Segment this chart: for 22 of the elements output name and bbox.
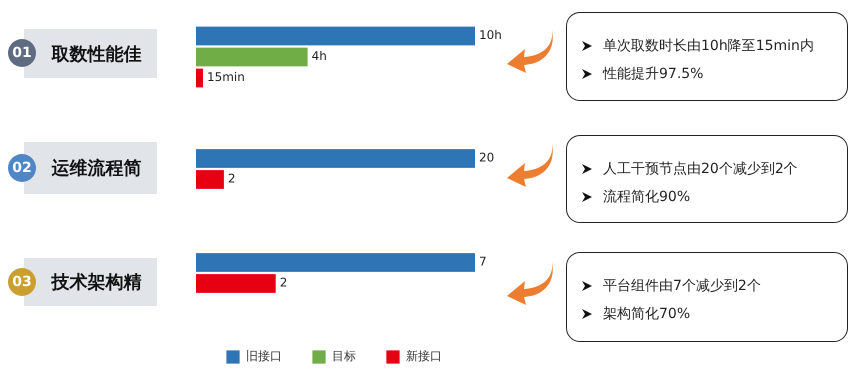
text: 架构简化70% [603,305,690,323]
text: 取数性能佳 [52,44,142,64]
text: 性能提升97.5% [603,65,704,83]
text: 平台组件由7个减少到2个 [603,277,761,295]
text: 01 [8,39,36,67]
data-label: 20 [479,150,494,165]
text: 人工干预节点由20个减少到2个 [603,160,798,178]
annotation: 15min [206,70,245,84]
text: 流程简化90% [603,188,690,206]
legend-label: 新接口 [406,349,442,364]
text: 03 [8,268,36,296]
text: 运维流程简 [52,158,142,179]
text: 单次取数时长由10h降至15min内 [603,37,814,55]
data-label: 2 [280,276,288,290]
data-label: 10h [479,28,502,42]
legend-label: 目标 [332,349,356,364]
data-label: 7 [479,254,487,269]
data-label: 2 [228,172,236,186]
text: 技术架构精 [52,272,142,293]
legend-label: 旧接口 [246,349,282,364]
text: 02 [8,154,36,182]
data-label: 4h [312,49,327,64]
